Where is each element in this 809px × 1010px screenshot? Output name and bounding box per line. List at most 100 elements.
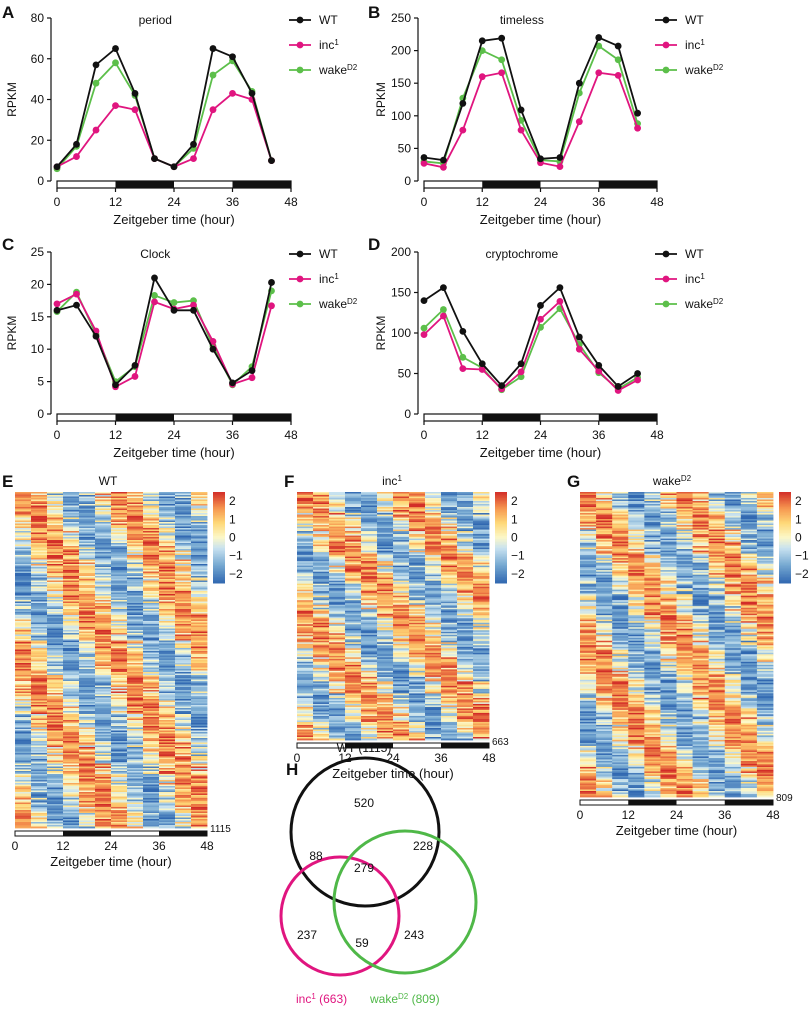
- heatmap-cell: [425, 559, 442, 562]
- colorbar-step: [213, 564, 225, 567]
- heatmap-cell: [143, 630, 160, 632]
- heatmap-cell: [361, 492, 378, 494]
- heatmap-cell: [127, 513, 144, 515]
- heatmap-cell: [191, 651, 208, 653]
- heatmap-cell: [457, 663, 474, 666]
- heatmap-cell: [31, 735, 48, 737]
- heatmap-cell: [409, 540, 426, 542]
- heatmap-cell: [47, 496, 64, 499]
- heatmap-cell: [63, 729, 80, 731]
- heatmap-cell: [473, 729, 490, 732]
- heatmap-cell: [95, 801, 112, 803]
- heatmap-cell: [441, 508, 458, 511]
- heatmap-cell: [127, 717, 144, 719]
- heatmap-cell: [127, 576, 144, 578]
- heatmap-cell: [191, 718, 208, 721]
- heatmap-cell: [329, 534, 346, 536]
- heatmap-cell: [473, 655, 490, 658]
- heatmap-cell: [95, 537, 112, 539]
- heatmap-cell: [457, 504, 474, 506]
- heatmap-cell: [143, 648, 160, 650]
- heatmap-cell: [377, 642, 394, 645]
- heatmap-cell: [175, 781, 192, 784]
- data-point-wt: [517, 106, 525, 114]
- heatmap-cell: [425, 540, 442, 542]
- heatmap-cell: [473, 610, 490, 613]
- heatmap-cell: [63, 495, 80, 497]
- heatmap-cell: [457, 550, 474, 553]
- heatmap-cell: [95, 561, 112, 563]
- heatmap-cell: [63, 651, 80, 653]
- heatmap-cell: [329, 568, 346, 571]
- heatmap-cell: [175, 705, 192, 707]
- heatmap-cell: [457, 724, 474, 727]
- heatmap-cell: [127, 559, 144, 562]
- heatmap-cell: [111, 556, 128, 559]
- dark-period: [598, 181, 657, 188]
- heatmap-cell: [31, 765, 48, 767]
- heatmap-cell: [409, 699, 426, 702]
- heatmap-cell: [345, 538, 362, 541]
- heatmap-cell: [329, 601, 346, 604]
- heatmap-cell: [377, 711, 394, 714]
- heatmap-cell: [329, 727, 346, 730]
- heatmap-cell: [361, 687, 378, 690]
- heatmap-cell: [79, 613, 96, 616]
- heatmap-cell: [111, 492, 128, 494]
- heatmap-cell: [15, 562, 32, 565]
- heatmap-cell: [457, 688, 474, 691]
- heatmap-cell: [127, 718, 144, 721]
- heatmap-cell: [95, 681, 112, 683]
- heatmap-cell: [425, 721, 442, 724]
- heatmap-cell: [127, 763, 144, 766]
- heatmap-cell: [457, 702, 474, 705]
- heatmap-cell: [441, 646, 458, 649]
- heatmap-cell: [111, 778, 128, 781]
- heatmap-cell: [191, 637, 208, 640]
- heatmap-cell: [409, 678, 426, 681]
- heatmap-cell: [63, 759, 80, 761]
- heatmap-cell: [425, 538, 442, 541]
- heatmap-cell: [345, 661, 362, 664]
- heatmap-cell: [95, 741, 112, 743]
- heatmap-cell: [79, 528, 96, 530]
- heatmap-cell: [457, 619, 474, 622]
- heatmap-cell: [63, 547, 80, 550]
- heatmap-cell: [95, 631, 112, 634]
- x-tick-label: 12: [56, 839, 70, 853]
- heatmap-cell: [47, 495, 64, 497]
- heatmap-cell: [143, 498, 160, 500]
- heatmap-cell: [79, 535, 96, 538]
- heatmap-cell: [377, 597, 394, 600]
- heatmap-cell: [47, 730, 64, 733]
- heatmap-cell: [425, 592, 442, 595]
- heatmap-cell: [313, 610, 330, 613]
- heatmap-cell: [63, 648, 80, 650]
- heatmap-cell: [127, 648, 144, 650]
- heatmap-cell: [159, 714, 176, 716]
- heatmap-cell: [425, 636, 442, 639]
- heatmap-cell: [159, 661, 176, 664]
- heatmap-cell: [473, 498, 490, 500]
- heatmap-cell: [473, 654, 490, 657]
- heatmap-cell: [425, 561, 442, 564]
- heatmap-cell: [457, 535, 474, 538]
- heatmap-cell: [111, 675, 128, 677]
- heatmap-cell: [191, 717, 208, 719]
- heatmap-cell: [15, 612, 32, 614]
- heatmap-cell: [63, 582, 80, 584]
- heatmap-cell: [63, 552, 80, 554]
- heatmap-cell: [441, 718, 458, 721]
- heatmap-cell: [297, 496, 314, 499]
- heatmap-cell: [15, 805, 32, 808]
- heatmap-cell: [175, 631, 192, 634]
- heatmap-cell: [143, 507, 160, 509]
- heatmap-cell: [361, 496, 378, 499]
- heatmap-cell: [111, 651, 128, 653]
- heatmap-cell: [175, 663, 192, 665]
- heatmap-cell: [159, 528, 176, 530]
- heatmap-cell: [111, 736, 128, 739]
- heatmap-cell: [111, 751, 128, 754]
- heatmap-cell: [393, 675, 410, 678]
- heatmap-cell: [313, 702, 330, 705]
